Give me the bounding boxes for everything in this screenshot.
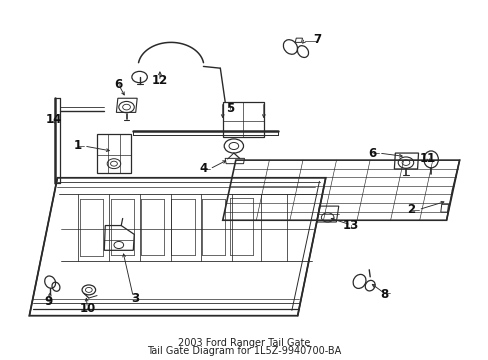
- Text: 8: 8: [380, 288, 388, 301]
- Text: 2: 2: [407, 203, 414, 216]
- Text: 14: 14: [45, 113, 61, 126]
- Text: 7: 7: [312, 33, 321, 46]
- Text: 6: 6: [115, 78, 122, 91]
- Text: 2003 Ford Ranger Tail Gate: 2003 Ford Ranger Tail Gate: [178, 338, 310, 348]
- Text: 1: 1: [74, 139, 81, 153]
- Text: 5: 5: [225, 102, 234, 115]
- Text: 3: 3: [131, 292, 140, 305]
- Text: 9: 9: [44, 295, 53, 308]
- Text: 13: 13: [342, 219, 358, 232]
- Text: 11: 11: [419, 152, 435, 165]
- Text: Tail Gate Diagram for 1L5Z-9940700-BA: Tail Gate Diagram for 1L5Z-9940700-BA: [147, 346, 341, 356]
- Text: 10: 10: [79, 302, 95, 315]
- Text: 12: 12: [151, 74, 168, 87]
- Text: 6: 6: [368, 147, 376, 159]
- Text: 4: 4: [199, 162, 207, 175]
